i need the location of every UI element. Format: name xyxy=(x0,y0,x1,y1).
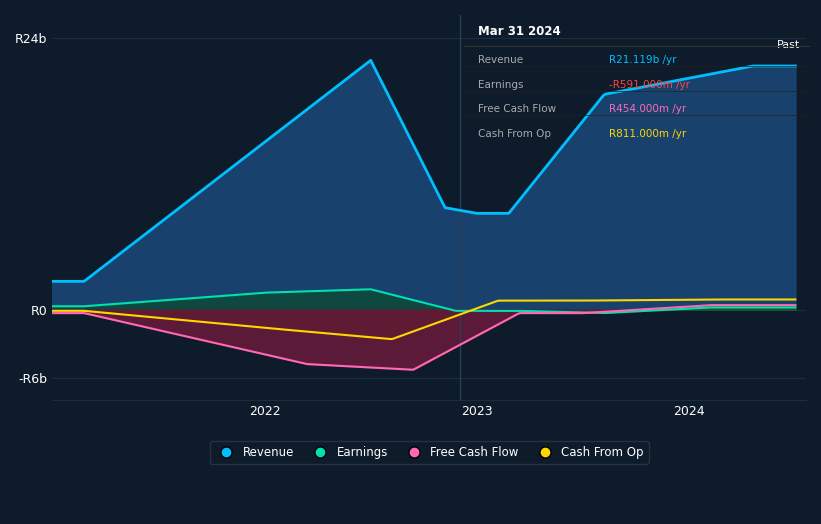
Text: Past: Past xyxy=(777,40,800,50)
Text: Revenue: Revenue xyxy=(478,55,523,65)
Text: R454.000m /yr: R454.000m /yr xyxy=(608,104,686,114)
Text: Free Cash Flow: Free Cash Flow xyxy=(478,104,556,114)
Text: R21.119b /yr: R21.119b /yr xyxy=(608,55,677,65)
Legend: Revenue, Earnings, Free Cash Flow, Cash From Op: Revenue, Earnings, Free Cash Flow, Cash … xyxy=(209,441,649,464)
Text: -R591.000m /yr: -R591.000m /yr xyxy=(608,80,690,90)
Text: Cash From Op: Cash From Op xyxy=(478,129,551,139)
Text: Mar 31 2024: Mar 31 2024 xyxy=(478,25,561,38)
Text: Earnings: Earnings xyxy=(478,80,523,90)
Text: R811.000m /yr: R811.000m /yr xyxy=(608,129,686,139)
